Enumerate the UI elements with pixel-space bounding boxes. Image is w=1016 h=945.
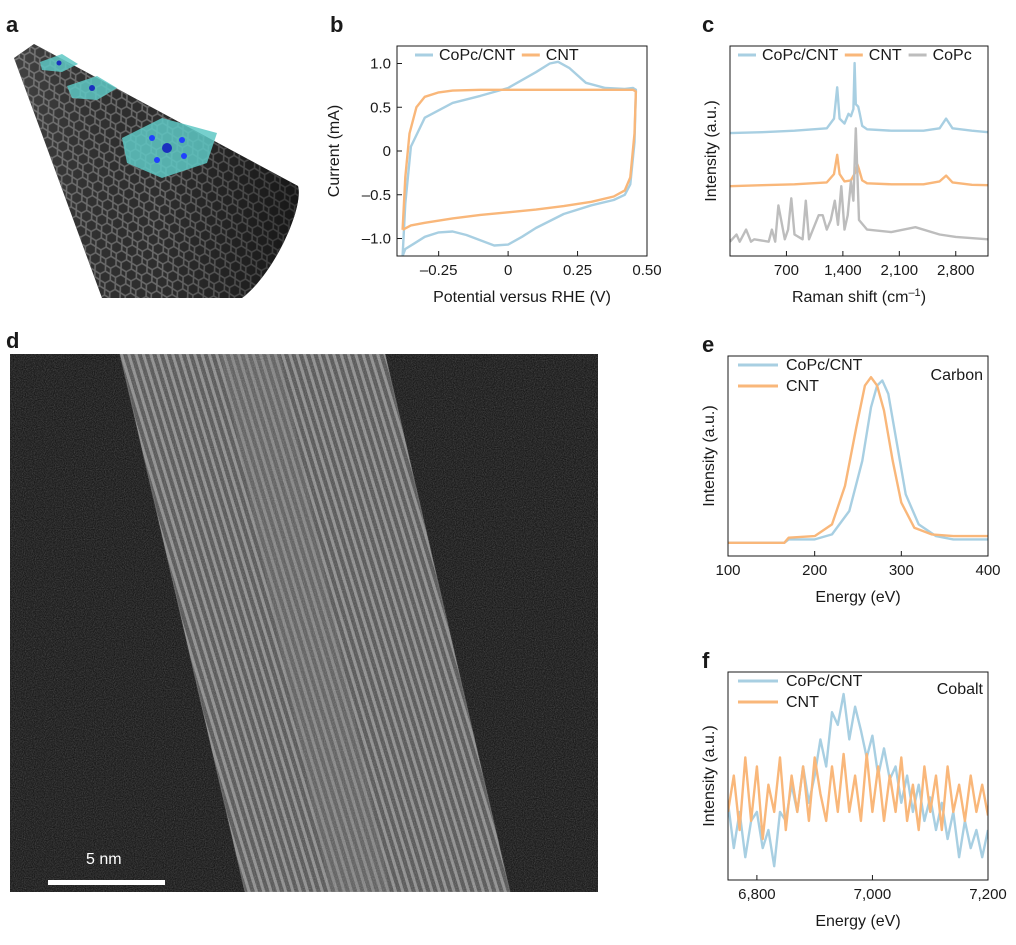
series-line-cnt (728, 752, 988, 841)
x-tick-label: 700 (774, 262, 799, 279)
x-tick-label: 2,100 (881, 262, 919, 279)
scale-bar-label: 5 nm (86, 851, 122, 868)
x-tick-label: –0.25 (420, 262, 458, 279)
panel-letter-a: a (6, 12, 19, 37)
legend-label-copc-cnt: CoPc/CNT (786, 357, 863, 374)
panel-letter-d: d (6, 328, 20, 353)
x-tick-label: 1,400 (824, 262, 862, 279)
cobalt-phthalocyanine-molecule (122, 118, 217, 178)
plot-frame (727, 355, 989, 557)
y-tick-label: 0.5 (370, 99, 391, 116)
panel-letter-f: f (702, 648, 710, 673)
x-tick-label: 0.25 (563, 262, 592, 279)
raman-chart: 700 1,400 2,100 2,800 Raman shift (cm–1) Inte… (703, 45, 989, 306)
cobalt-eels-chart: 6,800 7,000 7,200 Energy (eV) Intensity (a.u… (701, 671, 1007, 930)
nanotube-illustration (14, 44, 299, 298)
x-tick-label: 2,800 (937, 262, 975, 279)
legend-label-copc-cnt: CoPc/CNT (786, 673, 863, 690)
scale-bar (48, 880, 165, 885)
plot-frame (729, 45, 989, 257)
x-tick-label: 7,200 (969, 886, 1007, 903)
panel-letter-b: b (330, 12, 344, 37)
y-tick-label: –1.0 (362, 231, 391, 248)
y-tick-label: –0.5 (362, 187, 391, 204)
legend-label-copc: CoPc (933, 47, 972, 64)
plot-frame (727, 671, 989, 881)
x-tick-label: 6,800 (738, 886, 776, 903)
x-tick-label: 0 (504, 262, 512, 279)
x-axis-label: Energy (eV) (815, 913, 900, 930)
series-line-copc-cnt (728, 692, 988, 868)
carbon-eels-chart: 100 200 300 400 Energy (eV) Intensity (a.u.) C… (701, 355, 1001, 606)
x-tick-label: 100 (715, 562, 740, 579)
x-tick-label: 300 (889, 562, 914, 579)
element-annotation: Carbon (931, 367, 983, 384)
x-axis-label-tail: ) (921, 289, 926, 306)
series-line-cnt (728, 376, 988, 544)
small-molecule-2 (40, 54, 78, 72)
series-line-cnt (401, 88, 638, 231)
panel-letter-e: e (702, 332, 715, 357)
legend-label-copc-cnt: CoPc/CNT (439, 47, 516, 64)
legend-label-cnt: CNT (546, 47, 579, 64)
series-line-copc (730, 127, 988, 243)
legend-label-cnt: CNT (786, 378, 819, 395)
y-tick-label: 0 (383, 143, 391, 160)
element-annotation: Cobalt (937, 681, 984, 698)
y-axis-label: Current (mA) (326, 105, 343, 197)
series-line-copc-cnt (730, 61, 988, 135)
legend-label-cnt: CNT (869, 47, 902, 64)
x-axis-label-superscript: –1 (908, 287, 920, 299)
legend-label-cnt: CNT (786, 694, 819, 711)
plot-frame (396, 45, 648, 257)
y-axis-label: Intensity (a.u.) (703, 100, 720, 201)
series-line-copc-cnt (728, 379, 988, 544)
x-tick-label: 7,000 (854, 886, 892, 903)
tem-image (10, 354, 598, 892)
x-tick-label: 400 (975, 562, 1000, 579)
legend-label-copc-cnt: CoPc/CNT (762, 47, 839, 64)
small-molecule-1 (67, 76, 117, 100)
x-axis-label: Energy (eV) (815, 589, 900, 606)
panel-letter-c: c (702, 12, 715, 37)
series-line-cnt (730, 153, 988, 188)
x-tick-label: 0.50 (632, 262, 661, 279)
x-tick-label: 200 (802, 562, 827, 579)
x-axis-label: Raman shift (cm–1) (792, 287, 926, 306)
y-tick-label: 1.0 (370, 56, 391, 73)
x-axis-label: Potential versus RHE (V) (433, 289, 611, 306)
y-axis-label: Intensity (a.u.) (701, 405, 718, 506)
y-axis-label: Intensity (a.u.) (701, 725, 718, 826)
